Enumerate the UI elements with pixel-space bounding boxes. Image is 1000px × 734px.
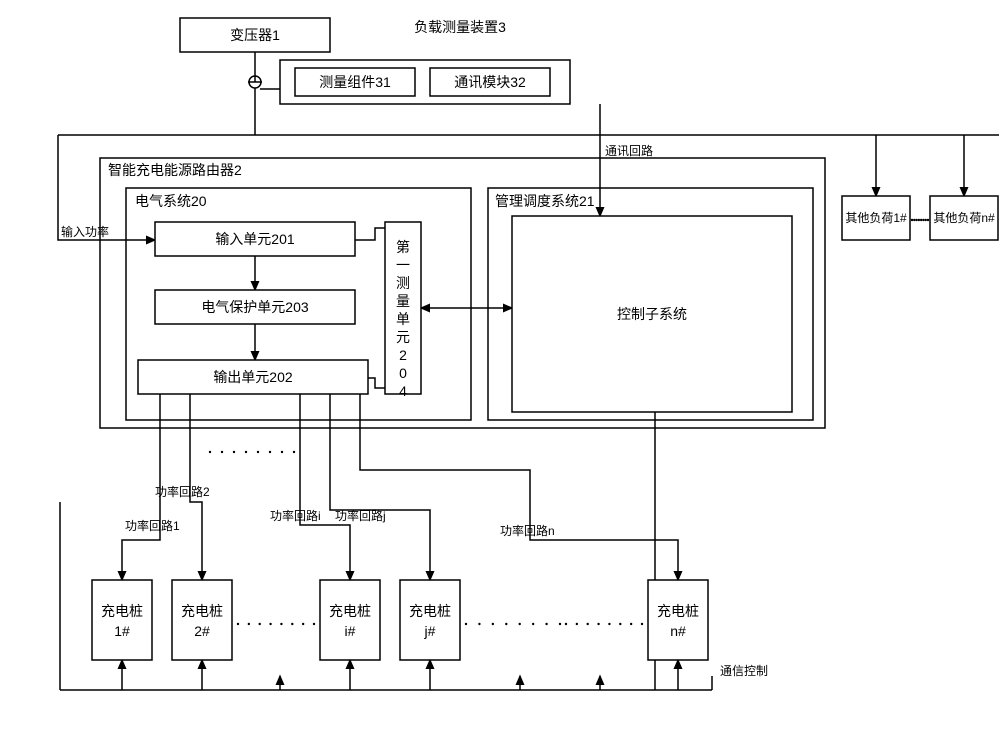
svg-text:充电桩: 充电桩 xyxy=(181,603,223,619)
ellipsis-dot xyxy=(920,219,922,221)
ellipsis-dot xyxy=(925,219,927,221)
svg-text:一: 一 xyxy=(396,257,410,273)
svg-text:功率回路i: 功率回路i xyxy=(270,508,321,523)
svg-text:智能充电能源路由器2: 智能充电能源路由器2 xyxy=(108,162,242,178)
ellipsis-dot xyxy=(313,623,315,625)
ellipsis-dot xyxy=(280,623,282,625)
svg-text:j#: j# xyxy=(424,623,436,639)
ellipsis-dot xyxy=(587,623,589,625)
svg-text:测: 测 xyxy=(396,275,410,291)
svg-text:通讯模块32: 通讯模块32 xyxy=(454,74,526,90)
svg-text:通讯回路: 通讯回路 xyxy=(605,143,653,158)
svg-text:输入功率: 输入功率 xyxy=(61,224,109,239)
ellipsis-dot xyxy=(291,623,293,625)
svg-text:n#: n# xyxy=(670,623,686,639)
ellipsis-dot xyxy=(248,623,250,625)
charging-pile-3 xyxy=(400,580,460,660)
ellipsis-dot xyxy=(597,623,599,625)
ellipsis-dot xyxy=(519,623,521,625)
ellipsis-dot xyxy=(221,451,223,453)
ellipsis-dot xyxy=(478,623,480,625)
svg-text:输入单元201: 输入单元201 xyxy=(215,231,295,247)
charging-pile-2 xyxy=(320,580,380,660)
ellipsis-dot xyxy=(619,623,621,625)
ellipsis-dot xyxy=(576,623,578,625)
svg-text:充电桩: 充电桩 xyxy=(657,603,699,619)
ellipsis-dot xyxy=(465,623,467,625)
svg-text:电气保护单元203: 电气保护单元203 xyxy=(201,299,309,315)
ellipsis-dot xyxy=(259,623,261,625)
svg-text:0: 0 xyxy=(399,365,407,381)
svg-text:充电桩: 充电桩 xyxy=(101,603,143,619)
svg-text:通信控制: 通信控制 xyxy=(720,664,768,678)
svg-text:i#: i# xyxy=(345,623,356,639)
svg-text:其他负荷n#: 其他负荷n# xyxy=(933,211,995,225)
ellipsis-dot xyxy=(257,451,259,453)
svg-text:4: 4 xyxy=(399,383,407,399)
ellipsis-dot xyxy=(269,623,271,625)
ellipsis-dot xyxy=(630,623,632,625)
svg-text:元: 元 xyxy=(396,329,410,345)
svg-text:第: 第 xyxy=(396,239,410,255)
svg-text:充电桩: 充电桩 xyxy=(409,603,451,619)
svg-text:单: 单 xyxy=(396,311,410,327)
svg-text:2#: 2# xyxy=(194,623,210,639)
ellipsis-dot xyxy=(209,451,211,453)
svg-text:1#: 1# xyxy=(114,623,130,639)
svg-text:输出单元202: 输出单元202 xyxy=(213,369,293,385)
ellipsis-dot xyxy=(293,451,295,453)
svg-text:管理调度系统21: 管理调度系统21 xyxy=(495,193,595,209)
ellipsis-dot xyxy=(492,623,494,625)
ellipsis-dot xyxy=(281,451,283,453)
svg-text:量: 量 xyxy=(396,293,410,309)
ellipsis-dot xyxy=(233,451,235,453)
ellipsis-dot xyxy=(505,623,507,625)
ellipsis-dot xyxy=(565,623,567,625)
svg-text:功率回路2: 功率回路2 xyxy=(155,484,210,499)
svg-text:充电桩: 充电桩 xyxy=(329,603,371,619)
charging-pile-1 xyxy=(172,580,232,660)
svg-text:其他负荷1#: 其他负荷1# xyxy=(845,211,907,225)
ellipsis-dot xyxy=(641,623,643,625)
ellipsis-dot xyxy=(302,623,304,625)
ellipsis-dot xyxy=(245,451,247,453)
ellipsis-dot xyxy=(911,219,913,221)
ellipsis-dot xyxy=(269,451,271,453)
svg-text:功率回路n: 功率回路n xyxy=(500,523,555,538)
svg-text:2: 2 xyxy=(399,347,407,363)
ellipsis-dot xyxy=(915,219,917,221)
ellipsis-dot xyxy=(927,219,929,221)
charging-pile-4 xyxy=(648,580,708,660)
ellipsis-dot xyxy=(913,219,915,221)
ellipsis-dot xyxy=(237,623,239,625)
svg-text:电气系统20: 电气系统20 xyxy=(135,193,207,209)
ellipsis-dot xyxy=(559,623,561,625)
svg-text:变压器1: 变压器1 xyxy=(230,27,280,43)
ellipsis-dot xyxy=(922,219,924,221)
ellipsis-dot xyxy=(918,219,920,221)
svg-text:功率回路j: 功率回路j xyxy=(335,508,386,523)
ellipsis-dot xyxy=(608,623,610,625)
charging-pile-0 xyxy=(92,580,152,660)
svg-text:负载测量装置3: 负载测量装置3 xyxy=(414,19,506,35)
svg-text:控制子系统: 控制子系统 xyxy=(617,306,687,322)
ellipsis-dot xyxy=(532,623,534,625)
svg-text:功率回路1: 功率回路1 xyxy=(125,518,180,533)
ellipsis-dot xyxy=(545,623,547,625)
svg-text:测量组件31: 测量组件31 xyxy=(319,74,391,90)
